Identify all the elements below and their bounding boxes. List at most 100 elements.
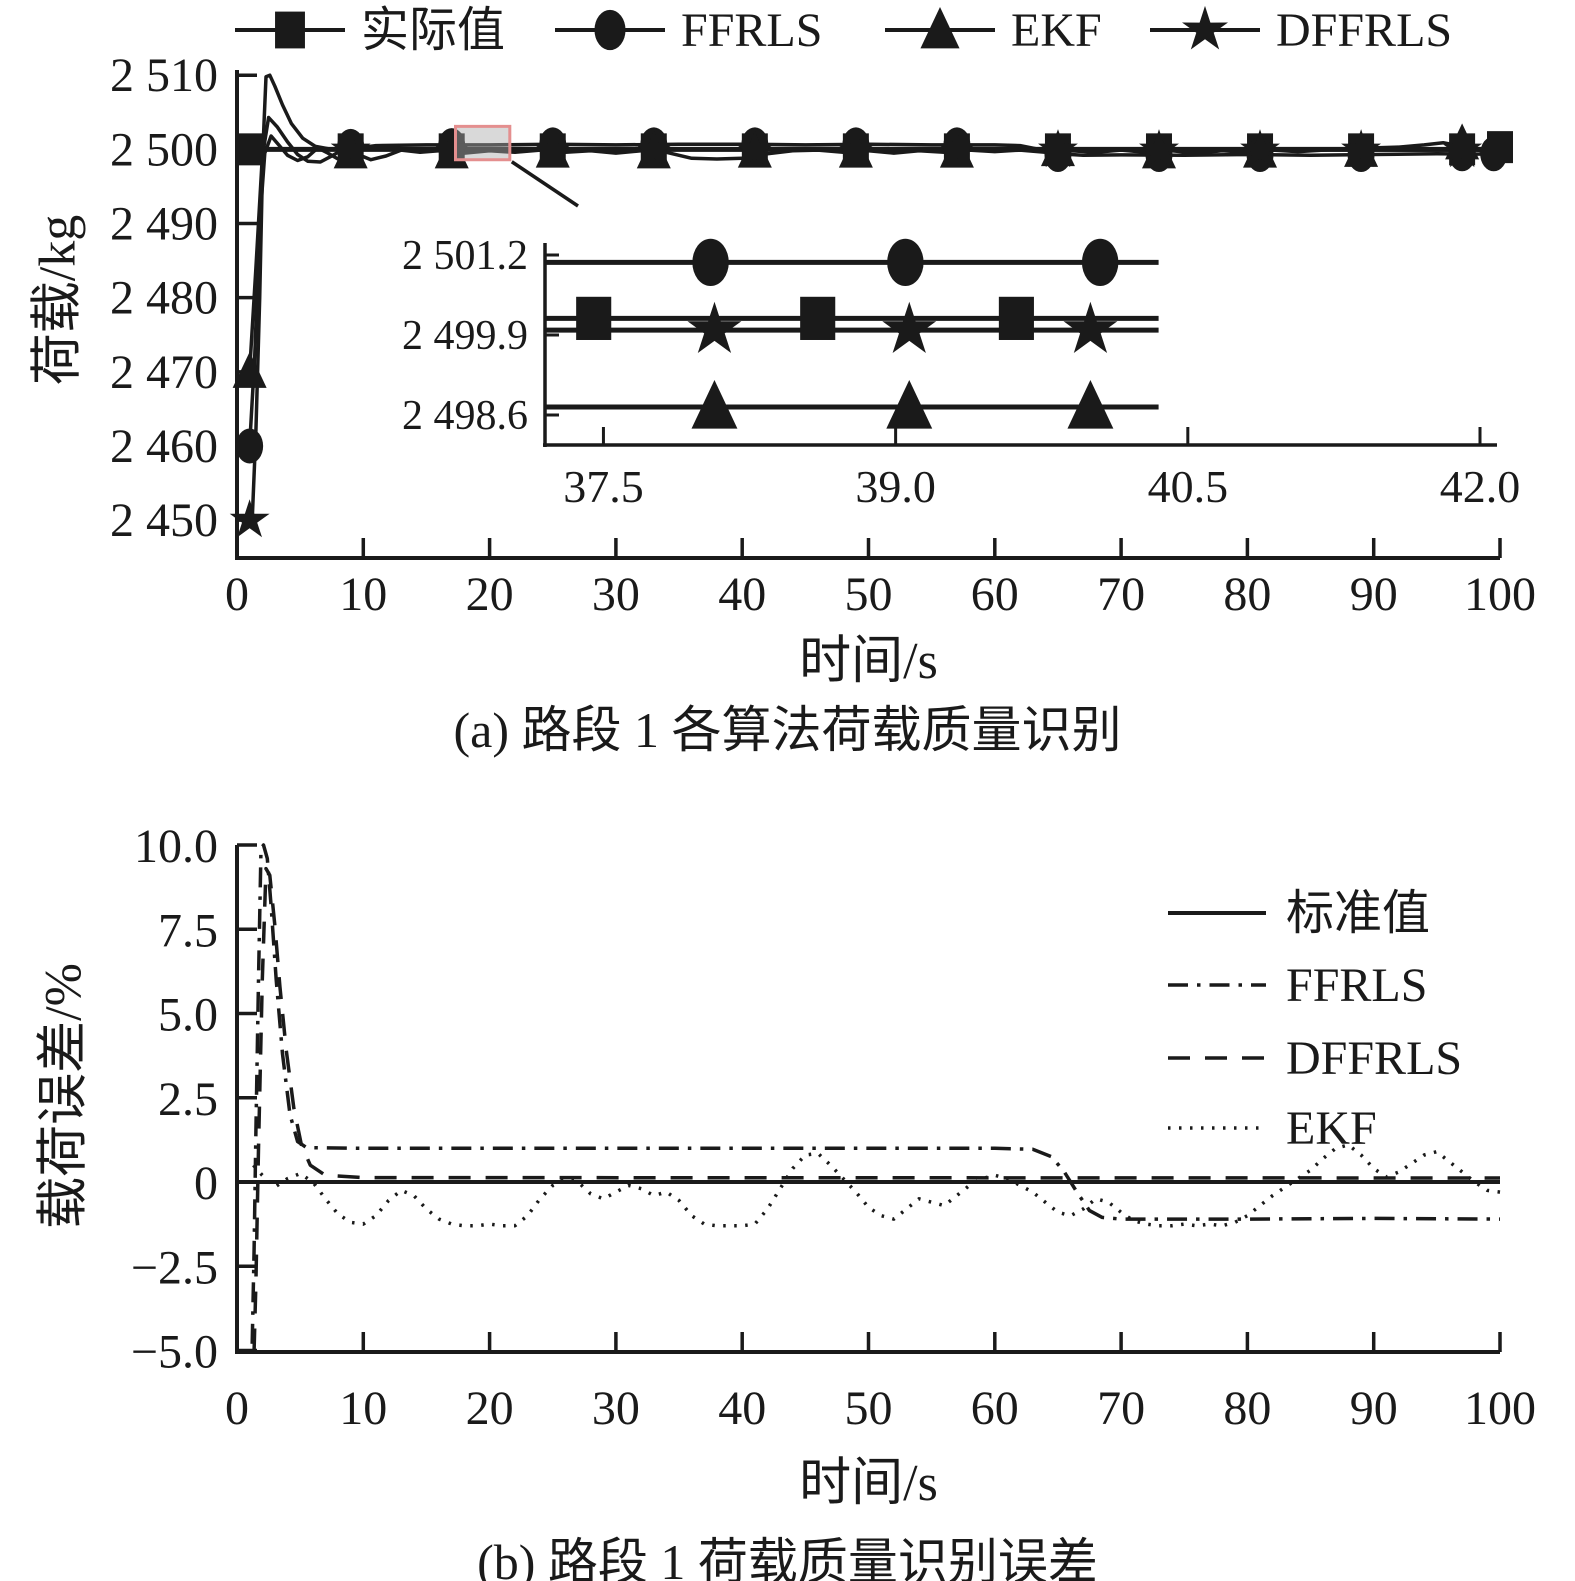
series-a-ffrls-line <box>247 134 1501 447</box>
circle-icon <box>594 9 626 51</box>
dffrls-star-marker <box>1341 129 1381 168</box>
a-x-tick-label: 100 <box>1464 568 1536 621</box>
legend-b: 标准值 FFRLS DFFRLS EKF <box>1168 887 1462 1155</box>
b-x-tick-label: 40 <box>718 1382 766 1435</box>
inset-dffrls-star-marker <box>687 301 742 353</box>
inset-chart: 2 501.2 2 499.9 2 498.6 37.5 39.0 40.5 42.0 <box>402 233 1520 512</box>
b-y-tick-label: −5.0 <box>131 1326 218 1379</box>
b-y-tick-label: 5.0 <box>158 989 218 1042</box>
inset-dffrls-star-marker <box>882 301 937 353</box>
inset-actual-square-marker <box>576 296 612 340</box>
legend-b-label-0: 标准值 <box>1286 887 1430 940</box>
inset-x-tick-label: 39.0 <box>855 461 936 512</box>
inset-y-tick-label: 2 501.2 <box>402 233 528 279</box>
inset-ekf-triangle-marker <box>886 380 933 429</box>
xaxis-title-b: 时间/s <box>799 1455 938 1512</box>
a-x-tick-label: 40 <box>718 568 766 621</box>
ffrls-circle-marker <box>1480 136 1508 172</box>
caption-b: (b) 路段 1 荷载质量识别误差 <box>477 1534 1098 1581</box>
a-y-tick-label: 2 490 <box>110 198 218 251</box>
b-x-tick-label: 100 <box>1464 1382 1536 1435</box>
dffrls-star-marker <box>1240 129 1280 168</box>
a-y-tick-label: 2 450 <box>110 494 218 547</box>
legend-b-label-1: FFRLS <box>1286 959 1427 1012</box>
a-y-tick-label: 2 510 <box>110 49 218 102</box>
dffrls-star-marker <box>431 129 472 168</box>
dffrls-star-marker <box>936 129 977 168</box>
a-x-tick-label: 90 <box>1350 568 1398 621</box>
axes-a: 0 10 20 30 40 50 60 70 80 90 100 2 450 2 460 2 470 2 4… <box>110 49 1536 621</box>
star-icon <box>1182 5 1228 50</box>
ffrls-circle-marker <box>236 428 264 464</box>
series-b-ffrls-line <box>250 843 1501 1344</box>
b-y-tick-label: −2.5 <box>131 1241 218 1294</box>
dffrls-star-marker <box>734 129 775 168</box>
dffrls-star-marker <box>330 129 371 168</box>
legend-a: 实际值 FFRLS EKF DFFRLS <box>235 4 1452 57</box>
markers-a <box>229 123 1513 538</box>
dffrls-star-marker <box>1038 129 1078 168</box>
legend-a-label-1: FFRLS <box>681 4 822 57</box>
a-y-tick-label: 2 480 <box>110 272 218 325</box>
b-x-tick-label: 10 <box>339 1382 387 1435</box>
series-b-dffrls-line <box>252 866 1501 1351</box>
inset-x-tick-label: 37.5 <box>563 461 644 512</box>
a-y-tick-label: 2 460 <box>110 420 218 473</box>
dffrls-star-marker <box>532 129 573 168</box>
caption-a: (a) 路段 1 各算法荷载质量识别 <box>453 702 1122 758</box>
b-x-tick-label: 0 <box>225 1382 249 1435</box>
dffrls-star-marker <box>835 129 876 168</box>
square-icon <box>275 11 305 49</box>
inset-actual-square-marker <box>998 296 1034 340</box>
a-x-tick-label: 0 <box>225 568 249 621</box>
dffrls-star-marker <box>1139 129 1179 168</box>
b-y-tick-label: 10.0 <box>134 820 218 873</box>
inset-actual-square-marker <box>800 296 836 340</box>
a-x-tick-label: 30 <box>592 568 640 621</box>
dffrls-star-marker <box>1442 129 1483 168</box>
series-b-ekf-line <box>252 1143 1501 1228</box>
dffrls-star-marker <box>229 499 270 538</box>
yaxis-title-b: 载荷误差/% <box>35 963 93 1229</box>
inset-ffrls-circle-marker <box>692 238 729 287</box>
yaxis-title-a: 荷载/kg <box>29 214 87 386</box>
inset-x-tick-label: 42.0 <box>1440 461 1521 512</box>
b-y-tick-label: 0 <box>194 1157 218 1210</box>
a-x-tick-label: 50 <box>845 568 893 621</box>
a-x-tick-label: 10 <box>339 568 387 621</box>
legend-a-label-2: EKF <box>1011 4 1102 57</box>
actual-square-marker <box>236 133 263 166</box>
b-x-tick-label: 50 <box>845 1382 893 1435</box>
zoom-region-box <box>453 124 512 162</box>
zoom-leader-line <box>510 160 579 208</box>
b-x-tick-label: 20 <box>466 1382 514 1435</box>
inset-y-tick-label: 2 499.9 <box>402 313 528 359</box>
legend-b-label-3: EKF <box>1286 1102 1377 1155</box>
legend-a-label-0: 实际值 <box>361 4 505 57</box>
inset-dffrls-star-marker <box>1063 301 1118 353</box>
zoom-annotation <box>453 124 579 208</box>
b-x-tick-label: 30 <box>592 1382 640 1435</box>
dffrls-star-marker <box>633 129 674 168</box>
b-x-tick-label: 90 <box>1350 1382 1398 1435</box>
xaxis-title-a: 时间/s <box>799 633 938 690</box>
inset-ekf-triangle-marker <box>691 380 738 429</box>
inset-ffrls-circle-marker <box>1081 238 1119 287</box>
a-x-tick-label: 60 <box>971 568 1019 621</box>
series-b <box>237 843 1501 1351</box>
ekf-triangle-marker <box>232 351 267 388</box>
inset-x-tick-label: 40.5 <box>1148 461 1229 512</box>
b-x-tick-label: 60 <box>971 1382 1019 1435</box>
axes-b: 0 10 20 30 40 50 60 70 80 90 100 10.0 7.5 5.0 2.5 0 −2.5… <box>131 820 1536 1435</box>
inset-y-tick-label: 2 498.6 <box>402 393 528 439</box>
inset-ekf-triangle-marker <box>1067 380 1114 429</box>
b-x-tick-label: 80 <box>1223 1382 1271 1435</box>
triangle-icon <box>920 7 960 49</box>
a-x-tick-label: 20 <box>466 568 514 621</box>
b-x-tick-label: 70 <box>1097 1382 1145 1435</box>
a-x-tick-label: 80 <box>1223 568 1271 621</box>
legend-b-label-2: DFFRLS <box>1286 1032 1462 1085</box>
a-x-tick-label: 70 <box>1097 568 1145 621</box>
